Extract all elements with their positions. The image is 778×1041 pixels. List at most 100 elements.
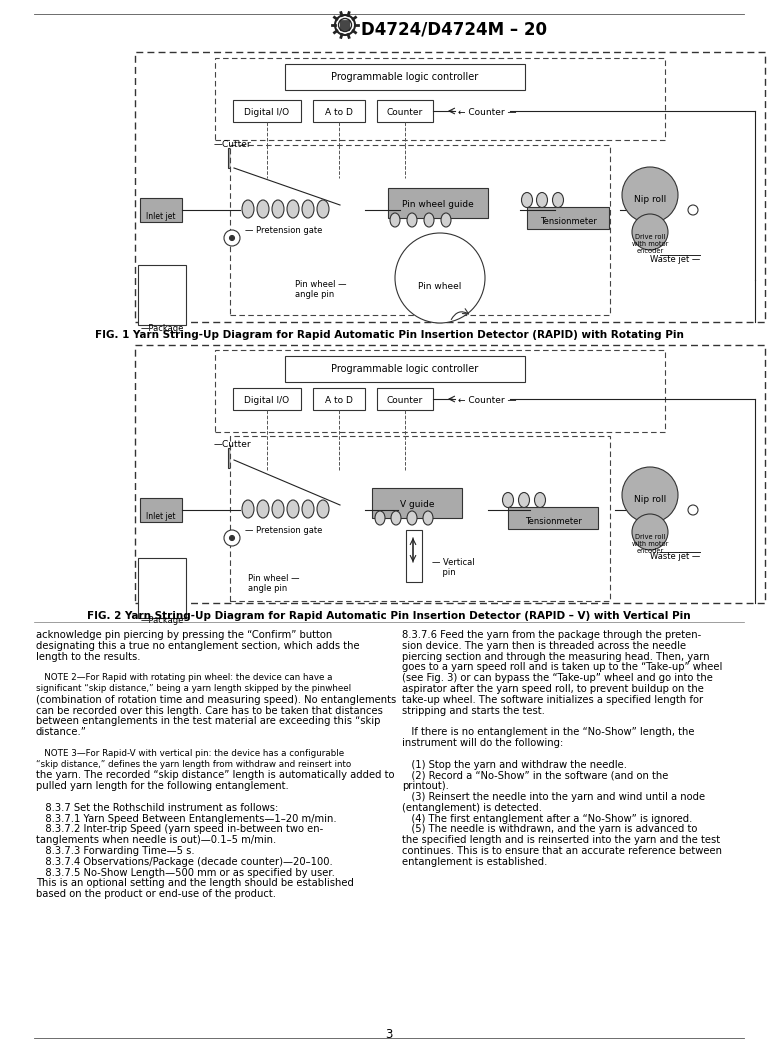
Text: goes to a yarn speed roll and is taken up to the “Take-up” wheel: goes to a yarn speed roll and is taken u… xyxy=(402,662,723,672)
Text: Tensionmeter: Tensionmeter xyxy=(540,217,597,226)
Text: designating this a true no entanglement section, which adds the: designating this a true no entanglement … xyxy=(36,641,359,651)
Circle shape xyxy=(622,467,678,523)
Text: A to D: A to D xyxy=(325,396,353,405)
Text: ← Counter —: ← Counter — xyxy=(458,108,517,117)
Text: piercing section and through the measuring head. Then, yarn: piercing section and through the measuri… xyxy=(402,652,710,662)
Text: Nip roll: Nip roll xyxy=(634,496,666,504)
Text: based on the product or end-use of the product.: based on the product or end-use of the p… xyxy=(36,889,276,899)
Text: —Package: —Package xyxy=(140,324,184,333)
Text: Pin wheel guide: Pin wheel guide xyxy=(402,200,474,209)
Bar xyxy=(138,558,186,618)
Text: Pin wheel —
angle pin: Pin wheel — angle pin xyxy=(295,280,346,300)
Text: tanglements when needle is out)—0.1–5 m/min.: tanglements when needle is out)—0.1–5 m/… xyxy=(36,835,276,845)
Text: significant “skip distance,” being a yarn length skipped by the pinwheel: significant “skip distance,” being a yar… xyxy=(36,684,351,693)
Text: pulled yarn length for the following entanglement.: pulled yarn length for the following ent… xyxy=(36,781,289,791)
Text: V guide: V guide xyxy=(400,500,434,509)
Ellipse shape xyxy=(317,200,329,218)
Bar xyxy=(228,148,240,168)
Text: — Vertical
    pin: — Vertical pin xyxy=(432,558,475,578)
Circle shape xyxy=(632,214,668,250)
Circle shape xyxy=(224,230,240,246)
Bar xyxy=(406,530,422,582)
Ellipse shape xyxy=(287,500,299,518)
Bar xyxy=(313,388,365,410)
Text: acknowledge pin piercing by pressing the “Confirm” button: acknowledge pin piercing by pressing the… xyxy=(36,630,332,640)
Ellipse shape xyxy=(423,511,433,525)
Text: (combination of rotation time and measuring speed). No entanglements: (combination of rotation time and measur… xyxy=(36,694,396,705)
Ellipse shape xyxy=(552,193,563,207)
Ellipse shape xyxy=(537,193,548,207)
Text: take-up wheel. The software initializes a specified length for: take-up wheel. The software initializes … xyxy=(402,694,703,705)
Text: stripping and starts the test.: stripping and starts the test. xyxy=(402,706,545,715)
Ellipse shape xyxy=(287,200,299,218)
Text: (see Fig. 3) or can bypass the “Take-up” wheel and go into the: (see Fig. 3) or can bypass the “Take-up”… xyxy=(402,674,713,683)
Text: (1) Stop the yarn and withdraw the needle.: (1) Stop the yarn and withdraw the needl… xyxy=(402,760,627,769)
Text: distance.”: distance.” xyxy=(36,728,87,737)
Ellipse shape xyxy=(272,200,284,218)
Bar xyxy=(508,507,598,529)
Text: FIG. 2 Yarn String-Up Diagram for Rapid Automatic Pin Insertion Detector (RAPID : FIG. 2 Yarn String-Up Diagram for Rapid … xyxy=(87,611,691,621)
Text: Drive roll
with motor
encoder: Drive roll with motor encoder xyxy=(632,234,668,254)
Text: (2) Record a “No-Show” in the software (and on the: (2) Record a “No-Show” in the software (… xyxy=(402,770,668,781)
Bar xyxy=(377,388,433,410)
Text: 8.3.7.4 Observations/Package (decade counter)—20–100.: 8.3.7.4 Observations/Package (decade cou… xyxy=(36,857,333,867)
Ellipse shape xyxy=(242,500,254,518)
Circle shape xyxy=(335,15,355,35)
Text: aspirator after the yarn speed roll, to prevent buildup on the: aspirator after the yarn speed roll, to … xyxy=(402,684,704,694)
Text: Waste jet —: Waste jet — xyxy=(650,255,700,264)
Ellipse shape xyxy=(257,500,269,518)
Ellipse shape xyxy=(242,200,254,218)
Text: (entanglement) is detected.: (entanglement) is detected. xyxy=(402,803,542,813)
Ellipse shape xyxy=(407,213,417,227)
Bar xyxy=(233,100,301,122)
Text: (3) Reinsert the needle into the yarn and wind until a node: (3) Reinsert the needle into the yarn an… xyxy=(402,792,705,802)
Circle shape xyxy=(224,530,240,545)
Text: the specified length and is reinserted into the yarn and the test: the specified length and is reinserted i… xyxy=(402,835,720,845)
Text: Programmable logic controller: Programmable logic controller xyxy=(331,72,478,82)
Text: Waste jet —: Waste jet — xyxy=(650,552,700,561)
Text: Digital I/O: Digital I/O xyxy=(244,108,289,117)
Text: instrument will do the following:: instrument will do the following: xyxy=(402,738,563,748)
Text: Digital I/O: Digital I/O xyxy=(244,396,289,405)
Text: NOTE 2—For Rapid with rotating pin wheel: the device can have a: NOTE 2—For Rapid with rotating pin wheel… xyxy=(36,674,332,682)
Ellipse shape xyxy=(407,511,417,525)
Ellipse shape xyxy=(272,500,284,518)
Text: Counter: Counter xyxy=(387,108,423,117)
Text: If there is no entanglement in the “No-Show” length, the: If there is no entanglement in the “No-S… xyxy=(402,728,695,737)
Text: — Pretension gate: — Pretension gate xyxy=(245,526,322,535)
Text: printout).: printout). xyxy=(402,781,449,791)
Text: —Package: —Package xyxy=(140,616,184,625)
Bar xyxy=(230,436,610,601)
Ellipse shape xyxy=(391,511,401,525)
Bar xyxy=(377,100,433,122)
Text: 8.3.7.5 No-Show Length—500 mm or as specified by user.: 8.3.7.5 No-Show Length—500 mm or as spec… xyxy=(36,867,335,878)
Bar xyxy=(285,356,525,382)
Bar xyxy=(138,265,186,325)
Text: Programmable logic controller: Programmable logic controller xyxy=(331,364,478,374)
Text: Drive roll
with motor
encoder: Drive roll with motor encoder xyxy=(632,534,668,554)
Bar xyxy=(230,145,610,315)
Text: sion device. The yarn then is threaded across the needle: sion device. The yarn then is threaded a… xyxy=(402,641,686,651)
Ellipse shape xyxy=(375,511,385,525)
Bar xyxy=(135,52,765,322)
Text: 8.3.7 Set the Rothschild instrument as follows:: 8.3.7 Set the Rothschild instrument as f… xyxy=(36,803,279,813)
Text: 8.3.7.2 Inter-trip Speed (yarn speed in-between two en-: 8.3.7.2 Inter-trip Speed (yarn speed in-… xyxy=(36,824,323,835)
Bar xyxy=(140,498,182,522)
Ellipse shape xyxy=(302,200,314,218)
Text: Counter: Counter xyxy=(387,396,423,405)
Text: Pin wheel: Pin wheel xyxy=(419,282,461,291)
Bar xyxy=(313,100,365,122)
Bar xyxy=(527,207,609,229)
Circle shape xyxy=(688,205,698,215)
Text: Inlet jet: Inlet jet xyxy=(146,212,176,221)
Circle shape xyxy=(230,235,234,240)
Text: Pin wheel —
angle pin: Pin wheel — angle pin xyxy=(248,574,300,593)
Bar xyxy=(388,188,488,218)
Bar xyxy=(140,198,182,222)
Circle shape xyxy=(230,535,234,540)
Text: D4724/D4724M – 20: D4724/D4724M – 20 xyxy=(361,21,547,39)
Text: ← Counter —: ← Counter — xyxy=(458,396,517,405)
Text: Nip roll: Nip roll xyxy=(634,195,666,204)
Text: 3: 3 xyxy=(385,1029,393,1041)
Ellipse shape xyxy=(503,492,513,508)
